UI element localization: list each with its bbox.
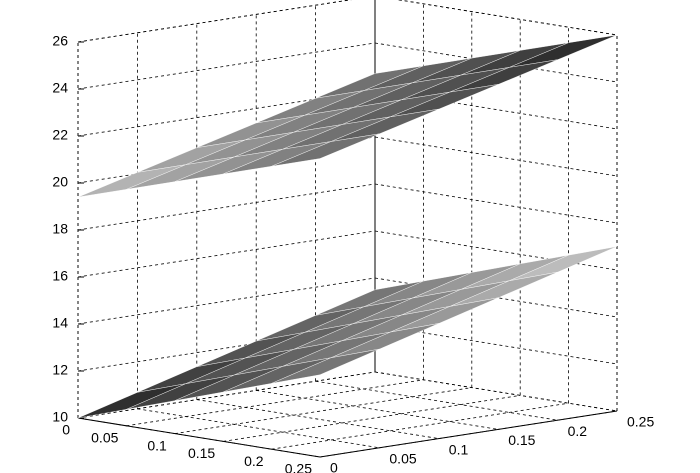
grid-line bbox=[256, 390, 499, 430]
z-tick-label: 22 bbox=[52, 127, 68, 143]
surface-cell bbox=[271, 133, 380, 167]
frame-edge bbox=[77, 0, 352, 43]
z-tick-label: 14 bbox=[52, 315, 68, 331]
grid-line bbox=[77, 371, 376, 419]
grid-line bbox=[374, 371, 618, 412]
x-tick-label: 0 bbox=[62, 422, 70, 438]
grid-line bbox=[374, 183, 618, 224]
grid-line bbox=[374, 136, 618, 177]
y-tick-label: 0.05 bbox=[389, 451, 416, 467]
grid-line bbox=[126, 379, 424, 427]
z-tick-label: 20 bbox=[52, 174, 68, 190]
z-tick-label: 18 bbox=[52, 221, 68, 237]
frame-edge bbox=[397, 0, 618, 36]
grid-line bbox=[174, 387, 472, 434]
grid-line bbox=[77, 89, 376, 137]
grid-line bbox=[374, 324, 618, 365]
x-tick-label: 0.15 bbox=[188, 445, 215, 461]
y-tick-label: 0.2 bbox=[568, 423, 588, 439]
y-tick-label: 0.1 bbox=[449, 441, 469, 457]
grid-line bbox=[77, 42, 376, 90]
grid-line bbox=[137, 408, 380, 449]
surface-cell bbox=[271, 348, 380, 384]
z-tick-label: 10 bbox=[52, 409, 68, 425]
z-tick-label: 26 bbox=[52, 33, 68, 49]
grid-line bbox=[319, 410, 618, 458]
grid-line bbox=[196, 399, 439, 439]
grid-line bbox=[374, 89, 618, 130]
x-tick-label: 0.25 bbox=[285, 461, 312, 473]
y-tick-label: 0 bbox=[330, 460, 338, 473]
z-tick-label: 16 bbox=[52, 268, 68, 284]
grid-line bbox=[271, 402, 569, 450]
grid-line bbox=[77, 183, 376, 231]
z-tick-label: 24 bbox=[52, 80, 68, 96]
grid-line bbox=[397, 0, 618, 36]
grid-line bbox=[77, 324, 376, 372]
z-tick-label: 12 bbox=[52, 362, 68, 378]
y-tick-label: 0.25 bbox=[627, 414, 654, 430]
grid-line bbox=[374, 230, 618, 271]
x-tick-label: 0.1 bbox=[147, 437, 167, 453]
x-tick-label: 0.2 bbox=[244, 453, 264, 469]
grid-line bbox=[77, 277, 376, 325]
grid-line bbox=[223, 395, 521, 442]
grid-line bbox=[77, 417, 321, 458]
grid-line bbox=[315, 380, 558, 421]
y-tick-label: 0.15 bbox=[508, 432, 535, 448]
grid-line bbox=[77, 230, 376, 278]
x-tick-label: 0.05 bbox=[91, 430, 118, 446]
grid-line bbox=[77, 0, 352, 43]
